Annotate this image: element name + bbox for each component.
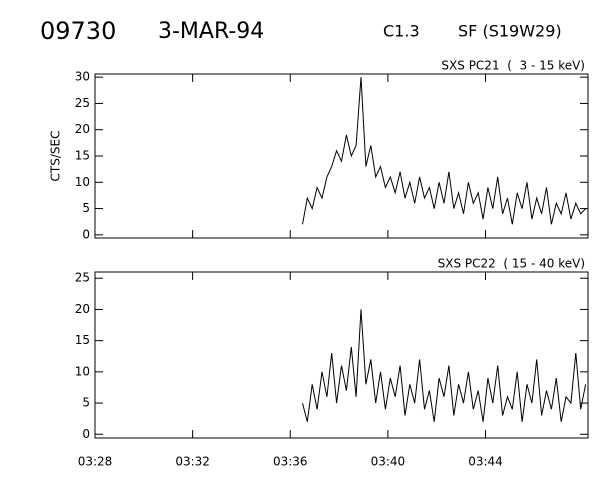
y-tick-label: 20 <box>75 302 90 316</box>
panel-title: SXS PC22 ( 15 - 40 keV) <box>438 257 585 271</box>
y-tick-label: 0 <box>82 227 90 241</box>
x-tick-label: 03:28 <box>78 455 113 469</box>
location: SF (S19W29) <box>458 22 562 41</box>
y-tick-label: 15 <box>75 149 90 163</box>
x-tick-label: 03:44 <box>468 455 503 469</box>
y-tick-label: 25 <box>75 96 90 110</box>
x-tick-label: 03:32 <box>175 455 210 469</box>
plot-frame <box>94 271 589 439</box>
flare-class: C1.3 <box>383 22 420 41</box>
date: 3-MAR-94 <box>158 19 264 44</box>
y-axis-label: CTS/SEC <box>49 131 63 182</box>
y-tick-label: 20 <box>75 122 90 136</box>
y-tick-label: 10 <box>75 364 90 378</box>
y-tick-label: 15 <box>75 333 90 347</box>
x-tick-label: 03:40 <box>371 455 406 469</box>
data-line <box>302 309 587 422</box>
data-line <box>302 77 586 225</box>
event-id: 09730 <box>40 17 116 45</box>
y-tick-label: 5 <box>82 396 90 410</box>
x-tick-label: 03:36 <box>273 455 308 469</box>
y-tick-label: 0 <box>82 427 90 441</box>
panel-title: SXS PC21 ( 3 - 15 keV) <box>441 59 585 73</box>
y-tick-label: 25 <box>75 271 90 285</box>
y-tick-label: 30 <box>75 70 90 84</box>
y-tick-label: 10 <box>75 175 90 189</box>
y-tick-label: 5 <box>82 201 90 215</box>
